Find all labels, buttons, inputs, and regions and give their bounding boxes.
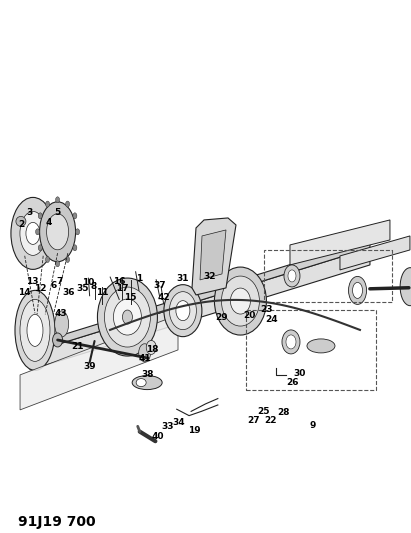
Ellipse shape <box>132 376 162 390</box>
Text: 42: 42 <box>157 293 170 302</box>
Text: 38: 38 <box>141 369 153 378</box>
Ellipse shape <box>288 270 296 282</box>
Ellipse shape <box>139 344 151 362</box>
Text: 9: 9 <box>309 421 316 430</box>
Ellipse shape <box>73 213 77 219</box>
Ellipse shape <box>55 261 60 267</box>
Text: 23: 23 <box>260 304 272 313</box>
Bar <box>264 250 392 302</box>
Text: 37: 37 <box>153 280 166 289</box>
Polygon shape <box>30 248 370 370</box>
Text: 3: 3 <box>27 207 33 216</box>
Ellipse shape <box>16 216 26 227</box>
Ellipse shape <box>353 282 363 298</box>
Text: 39: 39 <box>83 362 96 371</box>
Text: 34: 34 <box>173 417 185 426</box>
Ellipse shape <box>46 201 50 207</box>
Ellipse shape <box>176 301 190 321</box>
Ellipse shape <box>286 335 296 349</box>
Ellipse shape <box>66 201 69 207</box>
Ellipse shape <box>20 212 46 255</box>
Polygon shape <box>200 230 226 280</box>
Ellipse shape <box>27 314 43 346</box>
Text: 18: 18 <box>146 344 158 353</box>
Text: 5: 5 <box>54 207 61 216</box>
Ellipse shape <box>307 339 335 353</box>
Polygon shape <box>290 220 390 265</box>
Polygon shape <box>30 240 370 353</box>
Text: 10: 10 <box>82 278 95 287</box>
Text: 13: 13 <box>26 277 38 286</box>
Ellipse shape <box>38 245 42 251</box>
Ellipse shape <box>46 256 50 262</box>
Ellipse shape <box>122 310 132 324</box>
Ellipse shape <box>400 268 411 305</box>
Ellipse shape <box>164 285 202 337</box>
Polygon shape <box>340 236 410 270</box>
Text: 33: 33 <box>162 422 174 431</box>
Polygon shape <box>192 218 236 295</box>
Text: 43: 43 <box>55 309 67 318</box>
Text: 20: 20 <box>244 311 256 320</box>
Ellipse shape <box>222 276 259 326</box>
Ellipse shape <box>55 311 69 337</box>
Text: 27: 27 <box>248 416 260 425</box>
Text: 91J19 700: 91J19 700 <box>18 515 96 529</box>
Text: 14: 14 <box>18 287 30 296</box>
Ellipse shape <box>36 229 39 235</box>
Ellipse shape <box>53 333 62 347</box>
Ellipse shape <box>55 197 60 203</box>
Ellipse shape <box>284 265 300 287</box>
Text: 24: 24 <box>265 315 277 324</box>
Text: 28: 28 <box>277 408 290 417</box>
Text: 29: 29 <box>216 312 228 321</box>
Ellipse shape <box>104 287 150 347</box>
Ellipse shape <box>231 288 250 314</box>
Ellipse shape <box>169 292 196 329</box>
Text: 19: 19 <box>188 426 200 435</box>
Text: 12: 12 <box>34 284 46 293</box>
Ellipse shape <box>39 202 76 262</box>
Bar <box>246 310 376 390</box>
Text: 4: 4 <box>45 218 52 227</box>
Ellipse shape <box>97 278 157 356</box>
Text: 7: 7 <box>56 277 63 286</box>
Text: 40: 40 <box>152 432 164 441</box>
Ellipse shape <box>113 299 141 335</box>
Ellipse shape <box>46 214 69 250</box>
Ellipse shape <box>215 267 266 335</box>
Text: 31: 31 <box>177 273 189 282</box>
Ellipse shape <box>76 229 80 235</box>
Text: 26: 26 <box>286 378 299 387</box>
Text: 36: 36 <box>63 287 75 296</box>
Ellipse shape <box>73 245 77 251</box>
Text: 35: 35 <box>76 284 88 293</box>
Ellipse shape <box>20 300 50 361</box>
Text: 21: 21 <box>71 342 83 351</box>
Text: 6: 6 <box>50 281 57 290</box>
Ellipse shape <box>146 341 156 354</box>
Text: 22: 22 <box>264 416 277 425</box>
Text: 17: 17 <box>116 284 129 293</box>
Text: 16: 16 <box>113 277 125 286</box>
Text: 41: 41 <box>139 353 151 362</box>
Ellipse shape <box>38 213 42 219</box>
Ellipse shape <box>66 256 69 262</box>
Text: 25: 25 <box>258 407 270 416</box>
Text: 15: 15 <box>125 293 137 302</box>
Text: 2: 2 <box>18 220 25 229</box>
Ellipse shape <box>136 378 146 386</box>
Text: 30: 30 <box>293 368 305 377</box>
Text: 11: 11 <box>96 287 108 296</box>
Ellipse shape <box>26 222 40 245</box>
Text: 8: 8 <box>90 282 97 291</box>
Ellipse shape <box>349 277 367 304</box>
Ellipse shape <box>11 197 55 269</box>
Ellipse shape <box>15 290 55 370</box>
Text: 32: 32 <box>203 271 216 280</box>
Text: 1: 1 <box>136 273 142 282</box>
Ellipse shape <box>282 330 300 354</box>
Polygon shape <box>20 315 178 410</box>
